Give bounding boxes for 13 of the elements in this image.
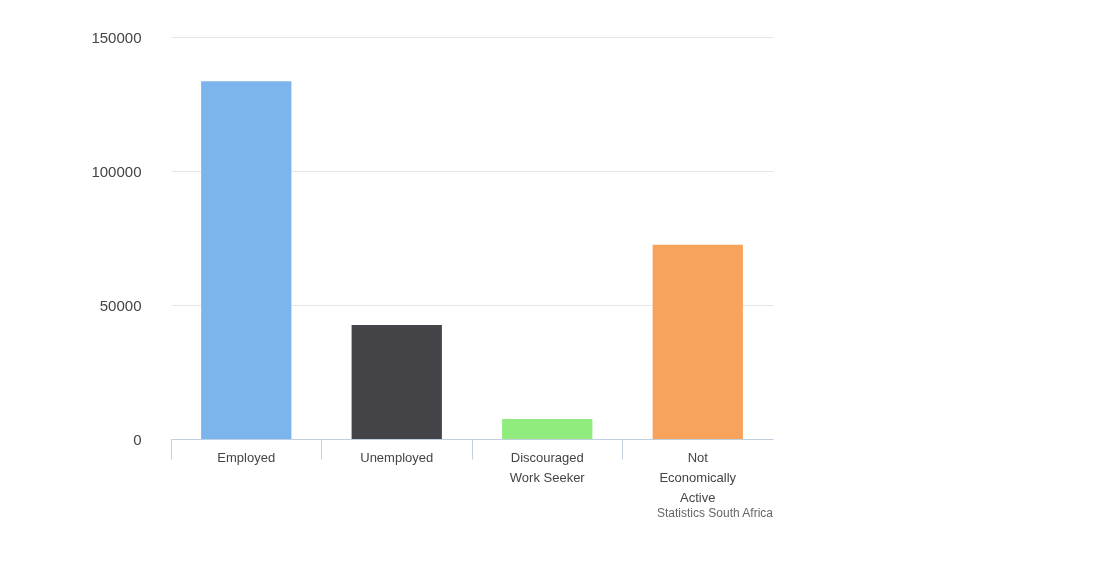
x-tick-label: Unemployed xyxy=(360,449,434,465)
bar xyxy=(201,81,292,439)
y-tick-label: 50000 xyxy=(99,296,142,314)
bar xyxy=(652,244,743,439)
bar xyxy=(351,325,442,439)
x-tick-label: Not Economically Active xyxy=(659,449,737,505)
y-tick-label: 150000 xyxy=(91,28,142,46)
y-tick-label: 100000 xyxy=(91,162,142,180)
x-tick-label: Discouraged Work Seeker xyxy=(509,449,586,485)
y-tick-label: 0 xyxy=(133,430,142,448)
text: Statistics South Africa xyxy=(656,506,774,520)
bar xyxy=(502,418,593,439)
x-tick-label: Employed xyxy=(217,449,276,465)
